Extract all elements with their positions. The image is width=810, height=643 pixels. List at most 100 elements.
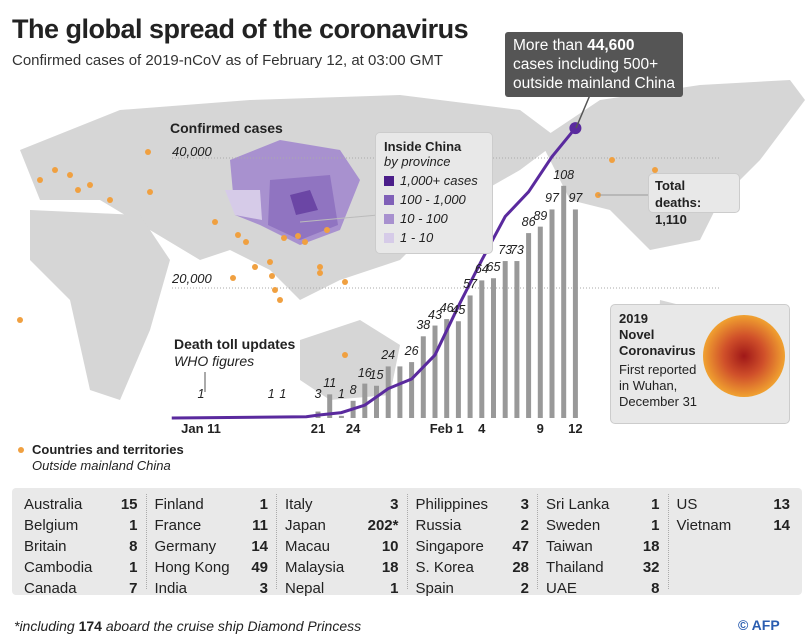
country-dots xyxy=(17,149,658,358)
callout-number: 44,600 xyxy=(587,37,635,54)
legend-swatch xyxy=(384,232,394,243)
country-name: Hong Kong xyxy=(154,559,230,576)
virus-first-reported: First reported xyxy=(619,362,697,377)
country-row: Sweden 1 xyxy=(546,515,660,536)
country-count: 49 xyxy=(251,559,268,576)
china-legend-label: 1 - 10 xyxy=(400,230,434,245)
land-africa xyxy=(30,210,170,400)
countries-column: Italy 3 Japan 202* Macau 10 Malaysia 18 Nepal 1 xyxy=(277,494,408,597)
countries-column: Australia 15 Belgium 1 Britain 8 Cambodia 1 Cana… xyxy=(16,494,147,597)
country-row: Taiwan 18 xyxy=(546,536,660,557)
country-dot xyxy=(269,273,275,279)
death-bar-label: 3 xyxy=(314,387,322,401)
death-bar xyxy=(455,321,461,418)
country-row: Philippines 3 xyxy=(416,494,530,515)
country-row: Russia 2 xyxy=(416,515,530,536)
country-name: Japan xyxy=(285,517,326,534)
country-dot xyxy=(317,264,323,270)
death-bar-label: 64 xyxy=(474,262,489,277)
country-dot xyxy=(267,259,273,265)
country-dot xyxy=(302,239,308,245)
country-row: India 3 xyxy=(155,578,269,599)
virus-novel: Novel xyxy=(619,327,655,342)
country-dot xyxy=(277,297,283,303)
country-count: 3 xyxy=(259,580,268,597)
virus-location: in Wuhan, xyxy=(619,378,678,393)
country-row: Britain 8 xyxy=(24,536,138,557)
death-bar-label: 1 xyxy=(267,387,275,401)
china-legend-label: 10 - 100 xyxy=(400,211,448,226)
country-dot xyxy=(17,317,23,323)
country-dot xyxy=(37,177,43,183)
death-bar xyxy=(338,415,344,418)
country-row: Australia 15 xyxy=(24,494,138,515)
country-dot xyxy=(212,219,218,225)
country-count: 10 xyxy=(381,538,399,555)
death-bar xyxy=(409,362,415,418)
country-count: 8 xyxy=(129,538,138,555)
country-dot xyxy=(652,167,658,173)
death-bar-label: 65 xyxy=(486,260,501,275)
death-bar-label: 24 xyxy=(381,348,396,363)
footnote: *including 174 aboard the cruise ship Di… xyxy=(14,618,361,634)
country-dot xyxy=(107,197,113,203)
death-bar-label: 86 xyxy=(521,215,536,230)
death-bar xyxy=(537,226,543,418)
death-bar xyxy=(572,209,578,418)
country-row: Canada 7 xyxy=(24,578,138,599)
country-row: Germany 14 xyxy=(155,536,269,557)
legend-swatch xyxy=(384,213,394,224)
death-bar-label: 73 xyxy=(498,243,513,258)
total-deaths-box: Total deaths: 1,110 xyxy=(648,173,740,227)
country-row: Singapore 47 xyxy=(416,536,530,557)
death-bars xyxy=(315,185,578,418)
callout-line3: outside mainland China xyxy=(513,75,675,92)
china-legend-item: 100 - 1,000 xyxy=(384,192,484,207)
country-row: Malaysia 18 xyxy=(285,557,399,578)
total-deaths-value: 1,110 xyxy=(655,212,687,227)
x-tick-label: 12 xyxy=(568,421,583,436)
country-row: Belgium 1 xyxy=(24,515,138,536)
death-bar-label: 1 xyxy=(279,387,287,401)
countries-column: Philippines 3 Russia 2 Singapore 47 S. Korea 28… xyxy=(408,494,538,597)
x-tick-label: 24 xyxy=(345,421,361,436)
land-central-china xyxy=(268,175,338,240)
death-bar xyxy=(514,261,520,418)
death-bar xyxy=(327,394,333,418)
country-name: Britain xyxy=(24,538,67,555)
x-tick-label: 4 xyxy=(478,421,486,436)
death-bar xyxy=(362,383,368,418)
orange-dot-icon xyxy=(18,447,24,453)
legend-swatch xyxy=(384,194,394,205)
country-name: S. Korea xyxy=(415,559,474,576)
country-name: Thailand xyxy=(546,559,604,576)
country-count: 47 xyxy=(512,538,529,555)
country-count: 18 xyxy=(381,559,399,576)
death-bar xyxy=(432,325,438,418)
country-count: 32 xyxy=(642,559,660,576)
death-bar xyxy=(549,209,555,418)
country-name: Australia xyxy=(24,496,83,513)
country-count: 3 xyxy=(390,496,399,513)
country-name: India xyxy=(154,580,188,597)
death-bar-label: 97 xyxy=(545,191,559,206)
death-bar-label: 38 xyxy=(416,318,431,333)
land-australia xyxy=(300,320,400,400)
country-dot xyxy=(324,227,330,233)
country-name: Malaysia xyxy=(285,559,345,576)
footnote-number: 174 xyxy=(78,618,102,634)
death-bar-label: 1 xyxy=(197,387,205,401)
coronavirus-illustration xyxy=(703,315,785,397)
country-name: Canada xyxy=(24,580,77,597)
country-count: 1 xyxy=(129,559,138,576)
death-bar xyxy=(526,233,532,418)
death-bar-label: 46 xyxy=(439,301,454,316)
death-toll-heading: Death toll updates WHO figures xyxy=(174,336,295,370)
country-count: 18 xyxy=(642,538,660,555)
death-bar-label: 45 xyxy=(451,303,466,318)
death-bar xyxy=(444,319,450,418)
legend-swatch xyxy=(384,175,394,186)
country-dot xyxy=(147,189,153,195)
country-row: UAE 8 xyxy=(546,578,660,599)
country-dot xyxy=(342,279,348,285)
